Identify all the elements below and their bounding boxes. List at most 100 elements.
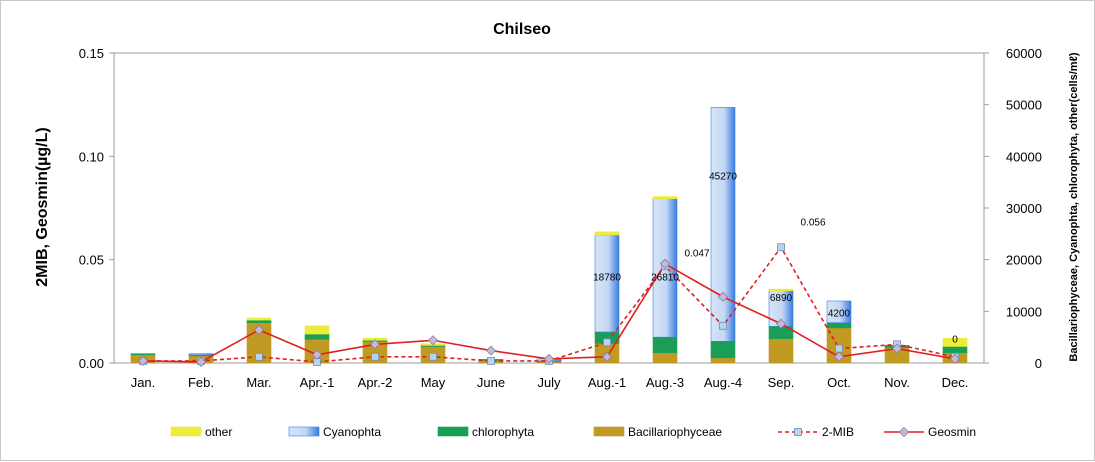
- point-geosmin-oct: [833, 351, 845, 362]
- bar-other-mar: [246, 317, 272, 321]
- annotation-layer: 18780 26810 45270 6890 4200 0.047 0.056 0: [593, 172, 958, 346]
- y2-tick-label: 20000: [1006, 253, 1042, 268]
- point-geosmin-july: [543, 353, 555, 364]
- bar-other-dec: [942, 337, 968, 347]
- legend-swatch-bacillariophyceae: [593, 426, 625, 437]
- x-tick-label-aug-1: Aug.-1: [588, 375, 626, 390]
- legend-label-cyanophta: Cyanophta: [323, 425, 381, 439]
- y-tick-label: 0.15: [79, 46, 104, 61]
- point-geosmin-apr-2: [369, 339, 381, 350]
- y2-tick-label: 30000: [1006, 201, 1042, 216]
- x-tick-label-july: July: [537, 375, 561, 390]
- bar-other-aug-3: [652, 196, 678, 199]
- x-tick-label-may: May: [421, 375, 446, 390]
- plot-border: [113, 52, 985, 364]
- y-tick-label: 0.05: [79, 253, 104, 268]
- point-2-mib-oct: [835, 344, 843, 353]
- bar-bacillariophyceae-aug-3: [652, 352, 678, 364]
- bar-bacillariophyceae-aug-4: [710, 357, 736, 364]
- x-tick-label-aug-3: Aug.-3: [646, 375, 684, 390]
- axes-layer: 0.00 0.05 0.10 0.15 0 10000 20000 30000 40000 500…: [79, 46, 1042, 390]
- point-2-mib-aug-1: [603, 338, 611, 347]
- x-tick-label-sep: Sep.: [768, 375, 795, 390]
- point-geosmin-aug-1: [601, 351, 613, 362]
- y2-tick-label: 60000: [1006, 46, 1042, 61]
- legend-label-geosmin: Geosmin: [928, 425, 976, 439]
- legend-marker-geosmin: [898, 426, 910, 438]
- bar-cyanophta-feb: [188, 353, 214, 356]
- point-geosmin-dec: [949, 353, 961, 364]
- point-geosmin-nov: [891, 343, 903, 354]
- x-tick-label-nov: Nov.: [884, 375, 910, 390]
- point-geosmin-jan: [137, 355, 149, 366]
- data-label-0-056: 0.056: [800, 218, 825, 229]
- point-geosmin-aug-4: [717, 291, 729, 302]
- data-label-4200: 4200: [828, 309, 851, 320]
- bar-chlorophyta-dec: [942, 346, 968, 353]
- data-label-0: 0: [952, 334, 958, 345]
- point-geosmin-aug-3: [659, 258, 671, 269]
- x-tick-label-mar: Mar.: [246, 375, 271, 390]
- point-2-mib-mar: [255, 352, 263, 361]
- bar-cyanophta-aug-1: [594, 234, 620, 333]
- y-axis-title: 2MIB, Geosmin(µg/L): [34, 127, 51, 286]
- x-tick-label-apr-1: Apr.-1: [300, 375, 335, 390]
- bar-chlorophyta-apr-1: [304, 333, 330, 340]
- bar-chlorophyta-jan: [130, 353, 156, 356]
- y2-tick-label: 0: [1035, 356, 1042, 371]
- legend-swatch-chlorophyta: [437, 426, 469, 437]
- point-2-mib-may: [429, 352, 437, 361]
- data-label-6890: 6890: [770, 293, 793, 304]
- chart-title: Chilseo: [493, 21, 551, 38]
- y-tick-label: 0.00: [79, 356, 104, 371]
- bar-bacillariophyceae-sep: [768, 338, 794, 364]
- point-geosmin-feb: [195, 356, 207, 368]
- bar-other-aug-1: [594, 231, 620, 236]
- point-geosmin-may: [427, 335, 439, 346]
- x-tick-label-oct: Oct.: [827, 375, 851, 390]
- point-2-mib-june: [487, 357, 495, 365]
- legend-label-other: other: [205, 425, 232, 439]
- bar-other-apr-1: [304, 325, 330, 335]
- point-geosmin-june: [485, 345, 497, 356]
- x-tick-label-jan: Jan.: [131, 375, 156, 390]
- x-tick-label-feb: Feb.: [188, 375, 214, 390]
- y2-tick-label: 40000: [1006, 149, 1042, 164]
- legend-label-bacillariophyceae: Bacillariophyceae: [628, 425, 722, 439]
- point-geosmin-apr-1: [311, 349, 323, 360]
- legend-label-2-mib: 2-MIB: [822, 425, 854, 439]
- point-2-mib-apr-2: [371, 352, 379, 361]
- point-2-mib-sep: [777, 243, 785, 252]
- bar-chlorophyta-aug-4: [710, 340, 736, 359]
- x-tick-label-june: June: [477, 375, 505, 390]
- bar-cyanophta-aug-4: [710, 107, 736, 342]
- line-layer: [137, 243, 961, 368]
- point-2-mib-aug-4: [719, 321, 727, 330]
- bar-other-sep: [768, 288, 794, 292]
- y2-tick-label: 10000: [1006, 304, 1042, 319]
- legend: other Cyanophta chlorophyta Bacillariophyce…: [170, 425, 976, 439]
- y-tick-label: 0.10: [79, 149, 104, 164]
- bar-chlorophyta-mar: [246, 319, 272, 324]
- bar-chlorophyta-oct: [826, 322, 852, 329]
- point-geosmin-mar: [253, 324, 265, 335]
- y2-tick-label: 50000: [1006, 98, 1042, 113]
- x-tick-label-apr-2: Apr.-2: [358, 375, 393, 390]
- bar-chlorophyta-aug-3: [652, 336, 678, 353]
- y2-axis-title: Bacillariophyceae, Cyanophta, chlorophyt…: [1068, 52, 1080, 362]
- legend-marker-2-mib: [794, 428, 802, 436]
- data-label-26810: 26810: [651, 272, 679, 283]
- data-label-45270: 45270: [709, 172, 737, 183]
- data-label-18780: 18780: [593, 272, 621, 283]
- x-tick-label-aug-4: Aug.-4: [704, 375, 742, 390]
- point-geosmin-sep: [775, 318, 787, 329]
- legend-swatch-other: [170, 426, 202, 437]
- data-label-0-047: 0.047: [684, 249, 709, 260]
- x-tick-label-dec: Dec.: [942, 375, 969, 390]
- plot-area: [113, 52, 985, 364]
- legend-label-chlorophyta: chlorophyta: [472, 425, 534, 439]
- bar-cyanophta-oct: [826, 300, 852, 324]
- legend-swatch-cyanophta: [288, 426, 320, 437]
